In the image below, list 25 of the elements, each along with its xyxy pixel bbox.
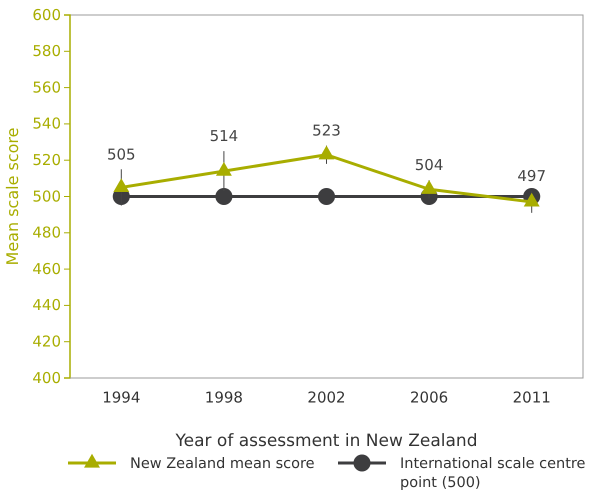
y-tick-label: 420 [32, 332, 61, 350]
data-label: 523 [312, 122, 341, 140]
y-tick-label: 580 [32, 42, 61, 60]
data-label: 514 [210, 127, 238, 146]
y-tick-label: 540 [32, 114, 61, 133]
x-tick-label: 2002 [307, 388, 346, 407]
data-label: 504 [414, 156, 444, 174]
y-tick-label: 400 [32, 368, 61, 387]
y-tick-label: 520 [32, 151, 61, 169]
y-tick-label: 440 [32, 296, 61, 314]
data-label: 505 [106, 145, 136, 164]
data-label: 497 [517, 167, 546, 186]
x-tick-label: 2006 [410, 388, 448, 407]
x-axis-title: Year of assessment in New Zealand [174, 431, 478, 451]
x-tick-label: 1994 [102, 388, 140, 407]
y-axis-title: Mean scale score [3, 128, 22, 266]
x-tick-label: 2011 [512, 388, 551, 407]
y-tick-label: 480 [32, 224, 61, 242]
x-tick-label: 1998 [204, 388, 243, 407]
y-tick-label: 560 [32, 78, 61, 96]
legend-label: New Zealand mean score [130, 456, 315, 472]
legend-label: International scale centre point (500) [400, 456, 586, 491]
y-tick-label: 500 [32, 187, 61, 206]
y-tick-label: 600 [32, 6, 61, 24]
y-tick-label: 460 [32, 260, 61, 278]
